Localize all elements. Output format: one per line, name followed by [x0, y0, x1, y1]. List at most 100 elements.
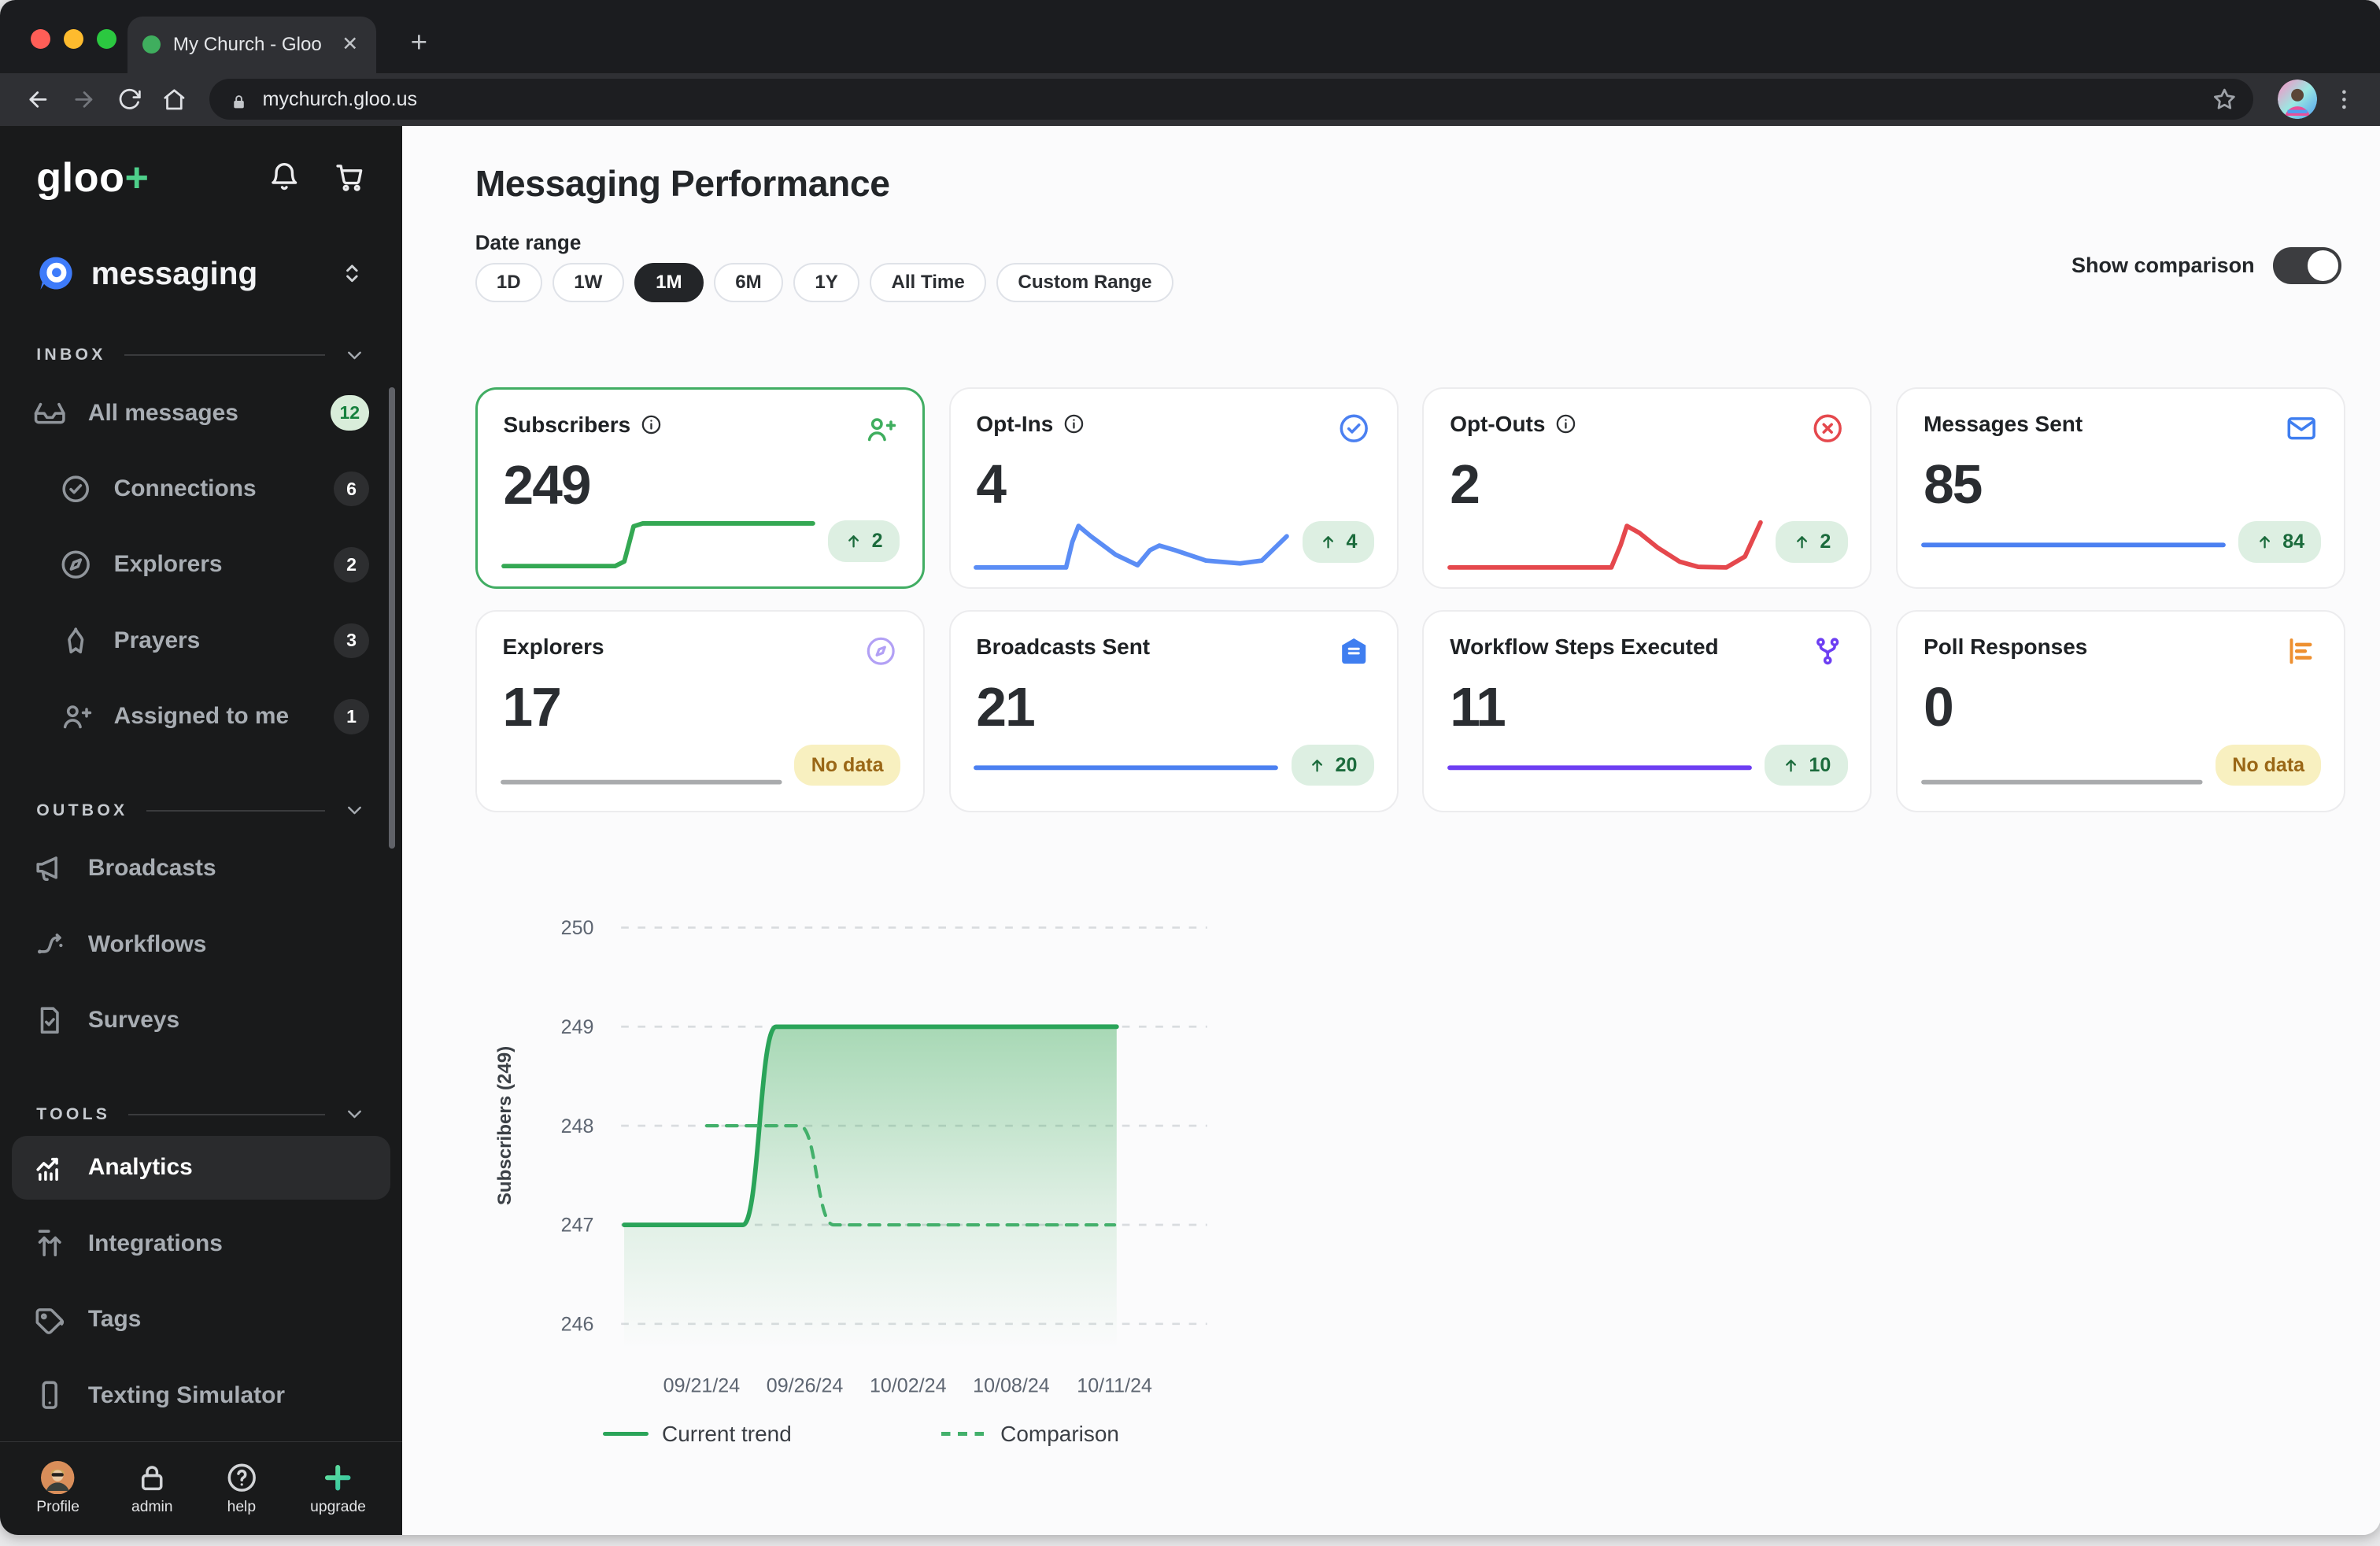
show-comparison-label: Show comparison [2071, 253, 2255, 278]
sidebar-item-texting-simulator[interactable]: Texting Simulator [0, 1357, 402, 1433]
footer-item-profile[interactable]: Profile [36, 1460, 79, 1516]
sidebar-item-explorers[interactable]: Explorers 2 [0, 527, 402, 602]
info-icon[interactable] [1062, 412, 1085, 435]
sidebar-item-broadcasts[interactable]: Broadcasts [0, 830, 402, 906]
sidebar-item-label: Tags [87, 1306, 142, 1333]
window-controls [30, 28, 117, 49]
sidebar-item-surveys[interactable]: Surveys [0, 982, 402, 1058]
card-title: Opt-Ins [976, 412, 1085, 437]
card-title: Messages Sent [1924, 411, 2083, 436]
address-bar[interactable]: mychurch.gloo.us [209, 79, 2253, 120]
stat-card-explorers[interactable]: Explorers 17 No data [475, 610, 925, 812]
date-range-pills: 1D 1W 1M 6M 1Y All Time Custom Range [475, 262, 1173, 302]
info-icon[interactable] [640, 413, 663, 436]
sidebar-item-assigned-to-me[interactable]: Assigned to me 1 [0, 679, 402, 754]
mail-open-icon [1337, 634, 1370, 668]
sparkline [1924, 736, 2201, 793]
close-window-button[interactable] [30, 28, 50, 49]
legend-label: Comparison [1000, 1421, 1119, 1446]
card-value: 249 [503, 453, 592, 516]
stat-card-messages-sent[interactable]: Messages Sent 85 84 [1896, 386, 2346, 590]
footer-item-help[interactable]: help [225, 1461, 258, 1516]
app-switcher[interactable]: messaging [0, 247, 402, 299]
browser-menu-icon[interactable] [2326, 81, 2362, 117]
zoom-window-button[interactable] [97, 28, 117, 49]
sparkline [1924, 513, 2223, 571]
sidebar-item-analytics[interactable]: Analytics [12, 1135, 390, 1200]
sidebar-item-label: Analytics [87, 1154, 193, 1181]
bell-icon[interactable] [268, 161, 301, 194]
new-tab-button[interactable]: + [410, 26, 428, 59]
arrow-up-icon [1319, 533, 1337, 551]
stat-card-opt-outs[interactable]: Opt-Outs 2 2 [1422, 386, 1872, 590]
section-header-tools[interactable]: TOOLS [0, 1099, 402, 1130]
arrow-up-icon [2256, 533, 2274, 551]
badge-check-icon [59, 472, 92, 505]
svg-text:10/02/24: 10/02/24 [870, 1375, 947, 1397]
sidebar-item-workflows[interactable]: Workflows [0, 906, 402, 982]
section-header-outbox[interactable]: OUTBOX [0, 796, 402, 827]
svg-text:10/08/24: 10/08/24 [973, 1375, 1050, 1397]
sparkline [503, 736, 780, 793]
stat-card-poll-responses[interactable]: Poll Responses 0 No data [1896, 610, 2346, 812]
arrow-up-icon [1782, 756, 1800, 775]
count-badge: 2 [334, 547, 369, 583]
toggle-knob [2308, 250, 2338, 281]
cart-icon[interactable] [334, 161, 366, 194]
browser-profile-avatar[interactable] [2277, 80, 2317, 120]
stat-card-broadcasts-sent[interactable]: Broadcasts Sent 21 20 [948, 610, 1399, 812]
minimize-window-button[interactable] [64, 28, 84, 49]
range-pill-1y[interactable]: 1Y [793, 262, 859, 302]
stat-card-subscribers[interactable]: Subscribers 249 2 [475, 386, 925, 590]
divider [146, 809, 325, 812]
change-badge: 4 [1302, 521, 1374, 563]
survey-icon [33, 1004, 66, 1037]
range-pill-1m[interactable]: 1M [634, 262, 704, 302]
sidebar-item-connections[interactable]: Connections 6 [0, 451, 402, 527]
count-badge: 12 [330, 395, 369, 431]
info-icon[interactable] [1554, 412, 1577, 435]
legend-swatch [602, 1431, 649, 1437]
sidebar-item-integrations[interactable]: Integrations [0, 1205, 402, 1281]
chevron-down-icon [343, 1103, 366, 1126]
sidebar-item-all-messages[interactable]: All messages 12 [0, 375, 402, 450]
bookmark-star-icon[interactable] [2204, 81, 2244, 117]
chevron-down-icon [343, 344, 366, 367]
range-pill-6m[interactable]: 6M [714, 262, 783, 302]
inbox-icon [33, 396, 66, 429]
chart-plot-area: 250 249 248 247 246 09/21/24 09/26/24 10/02/24 1… [475, 893, 1295, 1415]
sidebar-item-label: Explorers [113, 551, 223, 578]
range-pill-1w[interactable]: 1W [552, 262, 624, 302]
person-plus-icon [863, 412, 896, 446]
range-pill-all-time[interactable]: All Time [870, 262, 986, 302]
change-badge: 2 [827, 520, 900, 562]
sidebar-scrollbar[interactable] [388, 386, 395, 849]
home-button[interactable] [152, 78, 198, 120]
date-range-label: Date range [475, 231, 582, 255]
footer-item-upgrade[interactable]: upgrade [310, 1461, 366, 1516]
change-badge: 84 [2238, 521, 2322, 563]
stat-card-workflow-steps-executed[interactable]: Workflow Steps Executed 11 10 [1422, 610, 1872, 812]
footer-item-admin[interactable]: admin [131, 1461, 173, 1516]
envelope-icon [2285, 412, 2318, 445]
sidebar-item-tags[interactable]: Tags [0, 1282, 402, 1357]
stat-card-opt-ins[interactable]: Opt-Ins 4 4 [948, 386, 1399, 590]
tab-close-icon[interactable]: ✕ [342, 33, 359, 56]
sidebar-item-label: All messages [87, 399, 238, 426]
range-pill-1d[interactable]: 1D [475, 262, 542, 302]
stat-cards: Subscribers 249 2 Opt-Ins 4 4 Opt-Outs 2 2 Messag… [475, 386, 2346, 812]
sidebar-item-label: Broadcasts [87, 855, 216, 882]
sidebar-item-prayers[interactable]: Prayers 3 [0, 603, 402, 679]
section-header-inbox[interactable]: INBOX [0, 340, 402, 371]
reload-button[interactable] [106, 78, 152, 120]
forward-button[interactable] [61, 78, 106, 120]
browser-tab[interactable]: My Church - Gloo ✕ [128, 17, 377, 73]
range-pill-custom-range[interactable]: Custom Range [996, 262, 1173, 302]
lock-icon [135, 1461, 168, 1494]
back-button[interactable] [15, 78, 61, 120]
svg-text:10/11/24: 10/11/24 [1077, 1375, 1152, 1397]
tab-title: My Church - Gloo [172, 33, 322, 55]
show-comparison-toggle[interactable] [2272, 247, 2341, 284]
card-value: 17 [502, 676, 562, 738]
